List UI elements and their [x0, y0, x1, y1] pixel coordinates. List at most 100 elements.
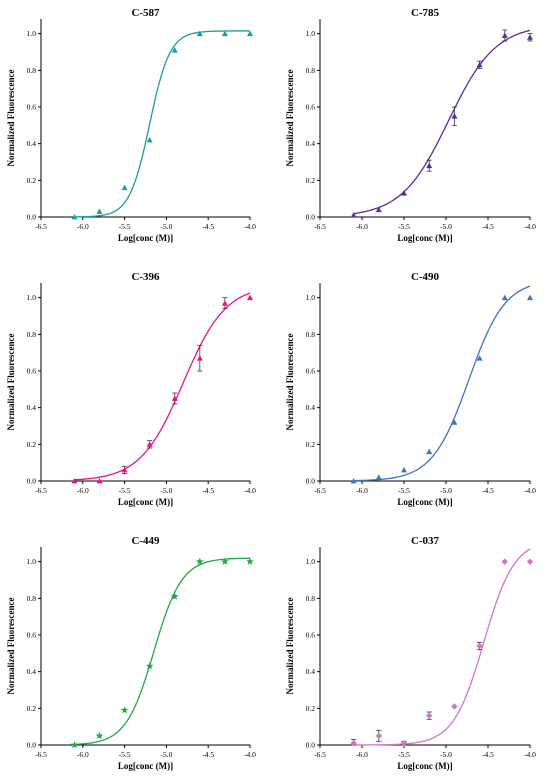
- x-tick-label: -5.5: [119, 750, 131, 759]
- x-axis-label: Log[conc (M)]: [397, 233, 452, 243]
- data-point: [221, 557, 229, 565]
- data-point: [350, 739, 357, 747]
- data-point: [426, 448, 433, 455]
- y-tick-label: 0.4: [27, 403, 37, 412]
- chart-title: C-037: [411, 535, 440, 547]
- data-point: [196, 30, 203, 37]
- data-point: [501, 32, 508, 38]
- chart-panel: C-587 -6.5 -6.0 -5.5 -5.0 -4.5 -4.0 0.0 0.2 0.4 0.…: [6, 7, 256, 243]
- x-tick-label: -4.0: [244, 222, 256, 231]
- data-point: [196, 557, 204, 565]
- data-point: [120, 706, 129, 714]
- y-tick-label: 0.6: [27, 367, 37, 376]
- fit-curve: [353, 29, 531, 215]
- chart-title: C-449: [131, 535, 160, 547]
- y-tick-label: 0.8: [306, 66, 316, 75]
- x-tick-label: -5.5: [398, 222, 410, 231]
- chart-panel: C-785 -6.5 -6.0 -5.5 -5.0 -4.5 -4.0 0.0 0.2 0.4 0.…: [285, 7, 536, 243]
- data-point: [350, 212, 357, 218]
- y-axis-label: Normalized Fluorescence: [6, 333, 16, 430]
- y-tick-label: 0.6: [27, 631, 37, 640]
- chart-panel: C-449 -6.5 -6.0 -5.5 -5.0 -4.5 -4.0 0.0 0.2 0.4 0.…: [6, 535, 256, 771]
- y-tick-label: 0.2: [27, 704, 37, 713]
- x-tick-label: -4.5: [202, 486, 214, 495]
- y-tick-label: 1.0: [27, 29, 37, 38]
- y-tick-label: 0.6: [27, 103, 37, 112]
- x-tick-label: -4.0: [524, 222, 536, 231]
- y-tick-label: 0.8: [27, 66, 37, 75]
- data-point: [426, 712, 433, 719]
- x-tick-label: -4.5: [202, 222, 214, 231]
- x-tick-label: -6.5: [35, 750, 47, 759]
- x-tick-label: -4.5: [482, 750, 494, 759]
- x-tick-label: -6.0: [77, 486, 89, 495]
- x-tick-label: -6.0: [356, 750, 368, 759]
- x-tick-label: -4.0: [524, 486, 536, 495]
- x-tick-label: -4.0: [244, 486, 256, 495]
- x-tick-label: -4.5: [482, 486, 494, 495]
- x-tick-label: -5.0: [440, 486, 452, 495]
- chart-title: C-396: [131, 271, 160, 283]
- data-point: [426, 162, 433, 169]
- data-point: [171, 395, 178, 401]
- x-tick-label: -5.5: [119, 222, 131, 231]
- data-point: [476, 61, 483, 68]
- y-tick-label: 1.0: [306, 293, 316, 302]
- y-tick-label: 0.4: [306, 667, 316, 676]
- fit-curve: [74, 292, 251, 481]
- data-point: [146, 441, 153, 447]
- y-tick-label: 0.8: [27, 594, 37, 603]
- x-axis-label: Log[conc (M)]: [118, 233, 173, 243]
- data-point: [246, 557, 254, 565]
- y-tick-label: 0.4: [306, 403, 316, 412]
- y-tick-label: 0.2: [306, 176, 316, 185]
- x-tick-label: -4.0: [244, 750, 256, 759]
- y-tick-label: 0.2: [306, 440, 316, 449]
- data-point: [145, 662, 154, 670]
- data-point: [401, 467, 407, 473]
- y-tick-label: 0.6: [306, 367, 316, 376]
- data-point: [146, 137, 153, 143]
- data-point: [527, 294, 533, 301]
- data-point: [501, 558, 508, 565]
- data-point: [247, 30, 253, 37]
- data-point: [170, 592, 179, 600]
- data-point: [451, 419, 458, 425]
- data-point: [71, 214, 78, 220]
- x-tick-label: -6.0: [356, 222, 368, 231]
- fit-curve: [353, 548, 531, 746]
- data-point: [121, 467, 128, 473]
- x-axis-label: Log[conc (M)]: [397, 497, 452, 507]
- x-tick-label: -6.5: [314, 486, 326, 495]
- x-tick-label: -5.5: [119, 486, 131, 495]
- data-point: [247, 294, 253, 301]
- x-tick-label: -5.0: [160, 750, 172, 759]
- data-point: [527, 34, 533, 40]
- x-tick-label: -6.5: [35, 222, 47, 231]
- chart-panel: C-396 -6.5 -6.0 -5.5 -5.0 -4.5 -4.0 0.0 0.2 0.4 0.…: [6, 271, 256, 507]
- data-point: [501, 294, 508, 301]
- x-tick-label: -5.5: [398, 486, 410, 495]
- chart-title: C-490: [411, 271, 440, 283]
- data-point: [526, 558, 534, 565]
- data-point: [121, 184, 128, 191]
- x-tick-label: -6.5: [314, 222, 326, 231]
- y-tick-label: 1.0: [306, 557, 316, 566]
- data-point: [221, 30, 228, 37]
- data-point: [451, 703, 458, 710]
- data-point: [221, 300, 228, 306]
- y-tick-label: 0.4: [27, 139, 37, 148]
- x-tick-label: -4.5: [202, 750, 214, 759]
- y-tick-label: 0.2: [27, 176, 37, 185]
- x-tick-label: -4.5: [482, 222, 494, 231]
- y-axis-label: Normalized Fluorescence: [285, 597, 295, 694]
- data-point: [95, 731, 104, 740]
- x-tick-label: -6.0: [77, 750, 89, 759]
- y-tick-label: 0.8: [306, 330, 316, 339]
- x-tick-label: -6.0: [356, 486, 368, 495]
- x-tick-label: -6.5: [35, 486, 47, 495]
- y-tick-label: 0.0: [306, 477, 316, 486]
- y-tick-label: 1.0: [306, 29, 316, 38]
- data-point: [400, 739, 408, 747]
